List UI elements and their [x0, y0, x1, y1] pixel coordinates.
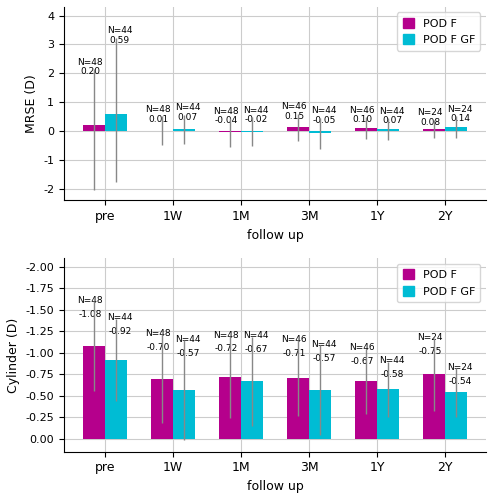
Text: N=48: N=48 — [145, 105, 171, 114]
Text: -0.02: -0.02 — [245, 116, 268, 124]
Text: -0.72: -0.72 — [214, 344, 238, 354]
Text: -0.67: -0.67 — [244, 345, 268, 354]
Text: -0.71: -0.71 — [282, 348, 306, 358]
Text: N=44: N=44 — [379, 107, 405, 116]
Legend: POD F, POD F GF: POD F, POD F GF — [397, 264, 481, 302]
Text: N=44: N=44 — [175, 104, 201, 112]
Text: N=46: N=46 — [281, 102, 307, 112]
Text: N=46: N=46 — [349, 344, 375, 352]
Text: N=44: N=44 — [243, 106, 269, 115]
Text: N=44: N=44 — [379, 356, 405, 366]
Bar — [241, 382, 263, 439]
Bar — [309, 131, 331, 132]
Bar — [355, 128, 377, 131]
Text: N=44: N=44 — [311, 106, 337, 115]
Text: 0.15: 0.15 — [284, 112, 304, 121]
Text: N=44: N=44 — [175, 335, 201, 344]
Text: -0.54: -0.54 — [449, 377, 472, 386]
Legend: POD F, POD F GF: POD F, POD F GF — [397, 12, 481, 51]
Bar — [151, 378, 173, 439]
Text: 0.07: 0.07 — [178, 113, 198, 122]
Text: N=48: N=48 — [77, 58, 103, 66]
Text: N=48: N=48 — [213, 330, 239, 340]
Text: 0.01: 0.01 — [148, 114, 168, 124]
Bar — [377, 129, 399, 131]
Bar — [445, 127, 467, 131]
Text: -0.57: -0.57 — [176, 348, 200, 358]
Text: N=24: N=24 — [447, 105, 473, 114]
Text: 0.07: 0.07 — [382, 116, 402, 126]
Text: N=46: N=46 — [349, 106, 375, 115]
Text: N=24: N=24 — [418, 108, 443, 117]
Text: 0.08: 0.08 — [420, 118, 440, 127]
Y-axis label: MRSE (D): MRSE (D) — [25, 74, 37, 133]
Bar — [173, 390, 195, 439]
Text: 0.10: 0.10 — [352, 116, 372, 124]
Text: -1.08: -1.08 — [78, 310, 102, 319]
Bar — [423, 374, 445, 439]
X-axis label: follow up: follow up — [246, 480, 303, 493]
Bar — [105, 114, 127, 131]
Text: N=48: N=48 — [77, 296, 103, 305]
Text: N=48: N=48 — [145, 329, 171, 338]
Bar — [355, 382, 377, 439]
Text: N=48: N=48 — [213, 106, 239, 116]
Bar — [83, 126, 105, 131]
Text: -0.67: -0.67 — [351, 357, 374, 366]
Text: N=44: N=44 — [107, 26, 133, 35]
Bar — [423, 129, 445, 131]
Bar — [219, 131, 241, 132]
Text: N=24: N=24 — [418, 333, 443, 342]
X-axis label: follow up: follow up — [246, 228, 303, 241]
Text: 0.59: 0.59 — [110, 36, 130, 45]
Text: -0.58: -0.58 — [380, 370, 404, 379]
Bar — [445, 392, 467, 439]
Text: N=44: N=44 — [107, 314, 133, 322]
Text: -0.04: -0.04 — [214, 116, 238, 125]
Bar — [377, 389, 399, 439]
Text: -0.70: -0.70 — [146, 342, 170, 351]
Text: -0.75: -0.75 — [419, 347, 442, 356]
Text: -0.05: -0.05 — [312, 116, 336, 124]
Bar — [309, 390, 331, 439]
Text: 0.14: 0.14 — [450, 114, 470, 124]
Y-axis label: Cylinder (D): Cylinder (D) — [7, 318, 20, 392]
Bar — [219, 377, 241, 439]
Text: N=46: N=46 — [281, 335, 307, 344]
Bar — [287, 378, 309, 439]
Bar — [83, 346, 105, 439]
Text: -0.57: -0.57 — [312, 354, 336, 363]
Text: N=44: N=44 — [311, 340, 337, 349]
Text: N=44: N=44 — [243, 332, 269, 340]
Bar — [287, 127, 309, 131]
Bar — [173, 129, 195, 131]
Text: -0.92: -0.92 — [108, 327, 132, 336]
Bar — [241, 131, 263, 132]
Bar — [105, 360, 127, 439]
Text: 0.20: 0.20 — [80, 67, 100, 76]
Text: N=24: N=24 — [447, 363, 473, 372]
